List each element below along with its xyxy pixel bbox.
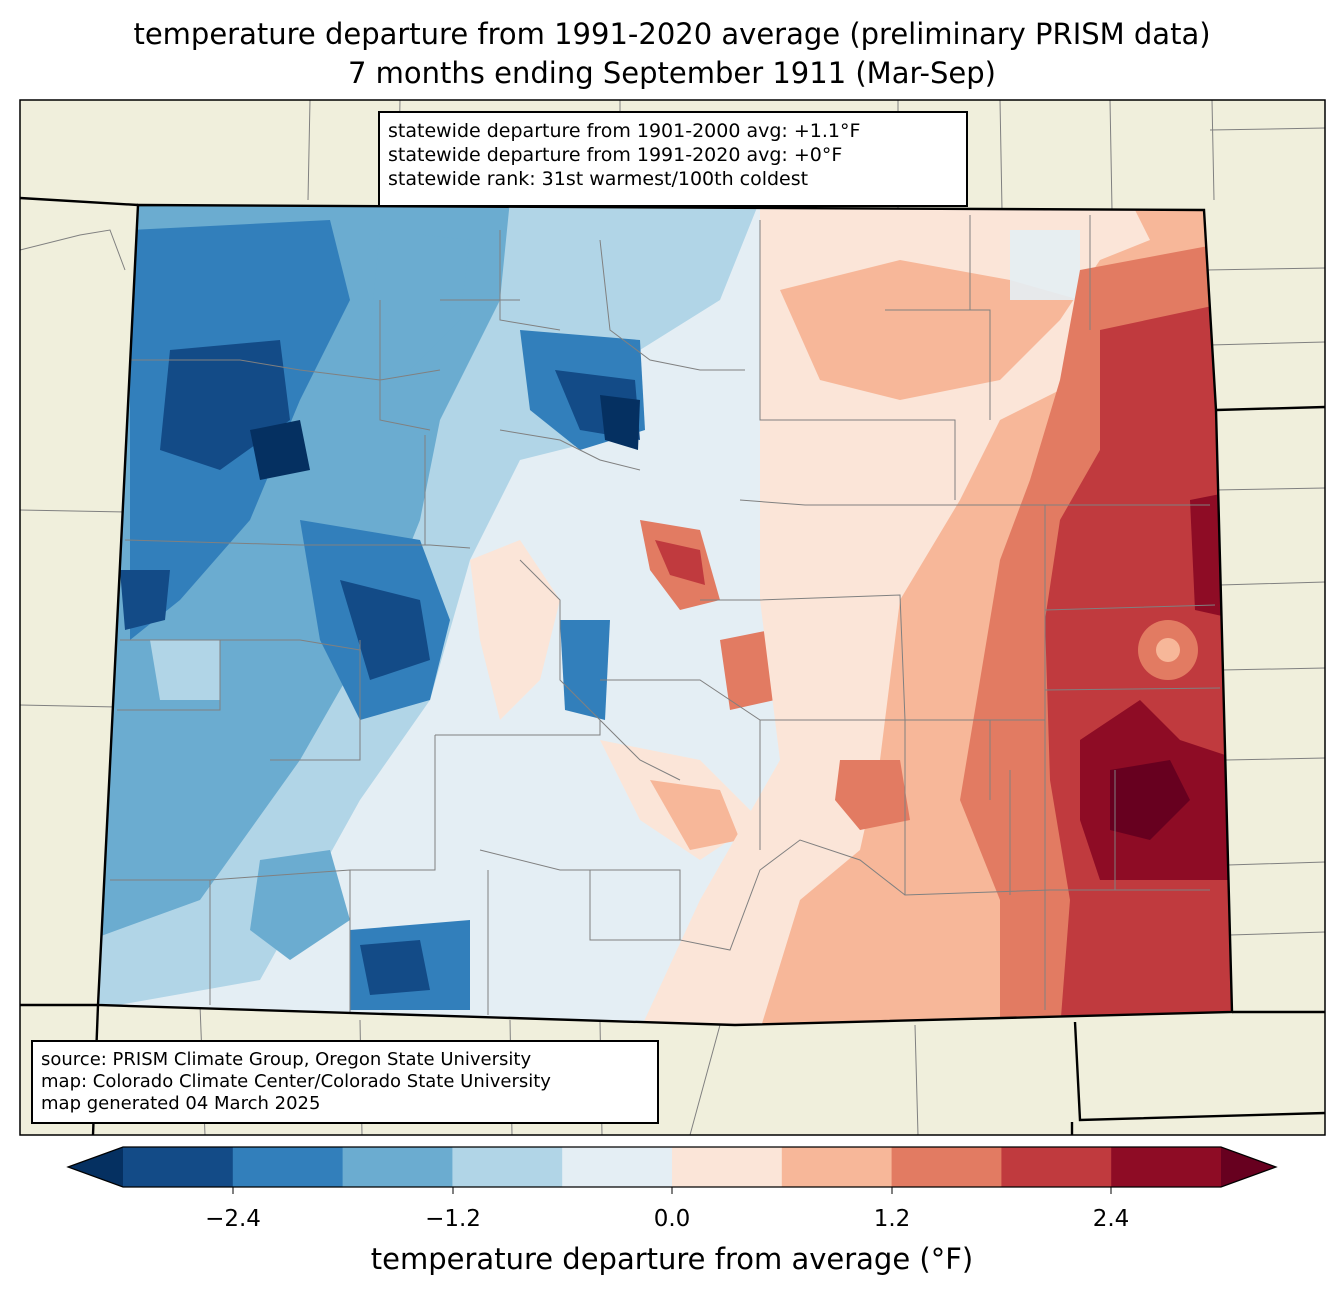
colorbar-label: temperature departure from average (°F) bbox=[370, 1242, 974, 1276]
source-line: source: PRISM Climate Group, Oregon Stat… bbox=[41, 1049, 532, 1070]
colorbar-tick-label: 1.2 bbox=[873, 1206, 911, 1232]
generated-date-line: map generated 04 March 2025 bbox=[41, 1093, 321, 1114]
map-title-line-2: 7 months ending September 1911 (Mar-Sep) bbox=[348, 56, 996, 90]
stats-departure-1901-2000: statewide departure from 1901-2000 avg: … bbox=[388, 120, 861, 142]
colorbar-bin bbox=[1111, 1147, 1222, 1187]
colorado-county-lines bbox=[110, 215, 1221, 1015]
colorbar-bin bbox=[452, 1147, 563, 1187]
map-title-line-1: temperature departure from 1991-2020 ave… bbox=[133, 17, 1211, 51]
colorbar-bin bbox=[781, 1147, 893, 1187]
colorbar-tick-label: −2.4 bbox=[205, 1206, 261, 1232]
colorbar-bin bbox=[1001, 1147, 1112, 1187]
colorbar-bin bbox=[891, 1147, 1002, 1187]
stats-rank: statewide rank: 31st warmest/100th colde… bbox=[388, 168, 809, 190]
colorbar-extension-low bbox=[68, 1147, 123, 1187]
colorbar-bin bbox=[562, 1147, 673, 1187]
statewide-stats-box: statewide departure from 1901-2000 avg: … bbox=[378, 111, 968, 207]
colorbar-bin bbox=[672, 1147, 783, 1187]
map-frame bbox=[19, 99, 1326, 1136]
stats-departure-1991-2020: statewide departure from 1991-2020 avg: … bbox=[388, 144, 843, 166]
colorbar bbox=[66, 1146, 1278, 1194]
colorbar-bin bbox=[342, 1147, 453, 1187]
colorbar-tick-label: −1.2 bbox=[425, 1206, 481, 1232]
colorbar-tick-label: 0.0 bbox=[653, 1206, 691, 1232]
colorbar-extension-high bbox=[1221, 1147, 1276, 1187]
source-box: source: PRISM Climate Group, Oregon Stat… bbox=[31, 1040, 659, 1124]
colorbar-bin bbox=[232, 1147, 344, 1187]
colorbar-outline bbox=[66, 1146, 1278, 1188]
colorbar-bin bbox=[123, 1147, 234, 1187]
temperature-departure-field bbox=[98, 205, 1232, 1025]
colorbar-tick-label: 2.4 bbox=[1092, 1206, 1130, 1232]
map-credit-line: map: Colorado Climate Center/Colorado St… bbox=[41, 1071, 551, 1092]
